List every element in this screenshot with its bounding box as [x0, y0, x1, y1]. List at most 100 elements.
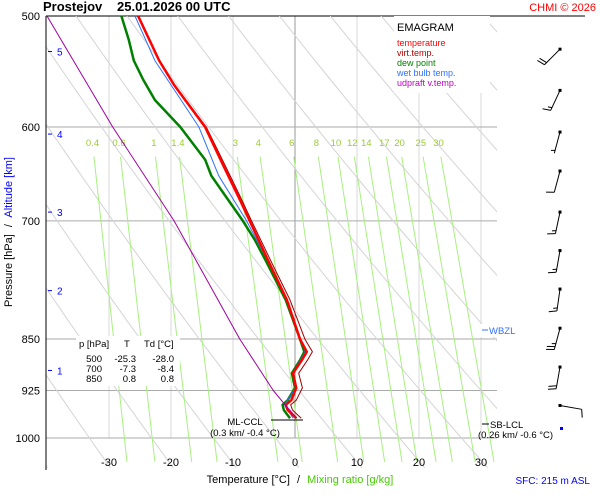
- legend-title: EMAGRAM: [397, 22, 454, 34]
- table-header-td: Td [°C]: [144, 339, 174, 350]
- temperature-tick-label: -20: [163, 457, 179, 469]
- wind-barb-full: [537, 60, 545, 66]
- wind-barb-staff: [559, 404, 582, 410]
- mixing-ratio-line: [179, 156, 218, 462]
- pressure-tick-label: 925: [22, 386, 40, 398]
- wind-barb-full: [581, 409, 583, 418]
- x-axis-title-sep: /: [297, 474, 301, 486]
- x-axis-title: Temperature [°C] / Mixing ratio [g/kg]: [207, 474, 394, 486]
- y-axis-title: Pressure [hPa] / Altitude [km]: [3, 157, 15, 307]
- surface-marker: [560, 427, 563, 430]
- mixing-ratio-label: 3: [233, 138, 238, 149]
- temperature-tick-label: 0: [292, 457, 298, 469]
- ml-ccl-label: ML-CCL: [227, 417, 262, 428]
- values-table: p [hPa] T Td [°C] 500 -25.3 -28.0 700 -7…: [76, 336, 180, 386]
- pressure-tick-label: 850: [22, 334, 40, 346]
- wind-barb-half: [547, 106, 553, 109]
- legend-updraft: udpraft v.temp.: [397, 78, 456, 88]
- altitude-tick-label: 1: [57, 366, 63, 377]
- x-axis-title-temperature: Temperature [°C]: [207, 474, 290, 486]
- series-temperature: [136, 15, 309, 420]
- wbzl-bg: [480, 324, 525, 337]
- wind-barb-full: [547, 388, 557, 390]
- dry-adiabats-clipped: [46, 0, 600, 469]
- wind-barb-full: [548, 310, 557, 313]
- mixing-ratio-label: 10: [331, 138, 342, 149]
- table-header-p: p [hPa]: [79, 339, 109, 350]
- dry-adiabat-line: [278, 16, 497, 277]
- mixing-ratio-line: [317, 156, 365, 462]
- table-header-t: T: [124, 339, 130, 350]
- mixing-ratio-label: 4: [256, 138, 261, 149]
- table-cell: -25.3: [114, 354, 136, 365]
- temperature-tick-label: 30: [475, 457, 487, 469]
- dry-adiabats: [46, 0, 600, 469]
- datetime-title: 25.01.2026 00 UTC: [117, 0, 231, 14]
- mixing-ratio-line: [337, 156, 386, 462]
- sb-lcl-detail: (0.26 km/ -0.6 °C): [478, 430, 553, 441]
- wind-barb: [547, 249, 562, 274]
- wind-barb: [547, 365, 562, 390]
- legend-temperature: temperature: [397, 38, 446, 48]
- wind-barb: [537, 47, 562, 66]
- dry-adiabat-line: [380, 16, 497, 151]
- mixing-ratio-line: [93, 156, 128, 462]
- table-bg: [76, 336, 180, 386]
- table-cell: -28.0: [152, 354, 174, 365]
- table-cell: 0.8: [161, 374, 174, 385]
- ml-ccl-detail: (0.3 km/ -0.4 °C): [210, 428, 280, 439]
- legend-virt-temp: virt.temp.: [397, 48, 434, 58]
- table-cell: 850: [86, 374, 102, 385]
- wbzl-label: WBZL: [489, 326, 515, 337]
- temperature-tick-label: 10: [351, 457, 363, 469]
- mixing-ratio-line: [440, 156, 495, 462]
- wind-barb-staff: [555, 250, 561, 273]
- dry-adiabat-line: [46, 374, 111, 468]
- wind-barb-staff: [555, 366, 561, 389]
- mixing-ratio-label: 20: [394, 138, 405, 149]
- temperature-tick-label: -10: [225, 457, 241, 469]
- dry-adiabat-line: [46, 123, 300, 469]
- temperature-tick-label: 20: [413, 457, 425, 469]
- dry-adiabat-line: [562, 0, 600, 468]
- dry-adiabat-line: [46, 45, 363, 469]
- altitude-tick-label: 4: [57, 130, 63, 141]
- mixing-ratio-label: 8: [314, 138, 319, 149]
- mixing-ratio-line: [259, 156, 303, 462]
- mixing-ratio-line: [401, 156, 453, 462]
- wind-barb-staff: [556, 288, 561, 311]
- wind-barb-staff: [554, 211, 561, 234]
- mixing-ratio-line: [120, 156, 156, 462]
- wind-barb-staff: [553, 170, 561, 193]
- mixing-ratio-label: 25: [416, 138, 427, 149]
- table-cell: 0.8: [123, 374, 136, 385]
- wind-barb: [547, 210, 562, 235]
- y-axis-title-sep: /: [3, 223, 15, 227]
- wind-barb-staff: [544, 48, 561, 66]
- wind-barb-full: [548, 385, 557, 387]
- dry-adiabat-line: [228, 16, 497, 342]
- surface-elevation: SFC: 215 m ASL: [516, 476, 591, 487]
- x-axis-title-mixing: Mixing ratio [g/kg]: [307, 474, 393, 486]
- legend: EMAGRAM temperature virt.temp. dew point…: [394, 16, 490, 93]
- table-cell: -8.4: [158, 364, 174, 375]
- mixing-ratio-label: 6: [289, 138, 294, 149]
- wind-barb: [546, 169, 562, 193]
- pressure-tick-label: 1000: [16, 433, 40, 445]
- mixing-ratio-line: [422, 156, 476, 462]
- pressure-tick-label: 600: [22, 122, 40, 134]
- mixing-ratio-label: 17: [379, 138, 390, 149]
- copyright: CHMI © 2026: [529, 2, 596, 14]
- mixing-ratio-label: 1: [151, 138, 156, 149]
- wind-barb: [542, 88, 562, 111]
- mixing-ratio-line: [293, 156, 339, 462]
- station-title: Prostejov: [43, 0, 103, 14]
- legend-box: [394, 16, 490, 93]
- wind-barb: [548, 287, 562, 313]
- wind-barb: [550, 130, 562, 154]
- dry-adiabat-line: [177, 16, 497, 410]
- wind-barbs: [537, 47, 583, 418]
- mixing-ratio-label: 30: [433, 138, 444, 149]
